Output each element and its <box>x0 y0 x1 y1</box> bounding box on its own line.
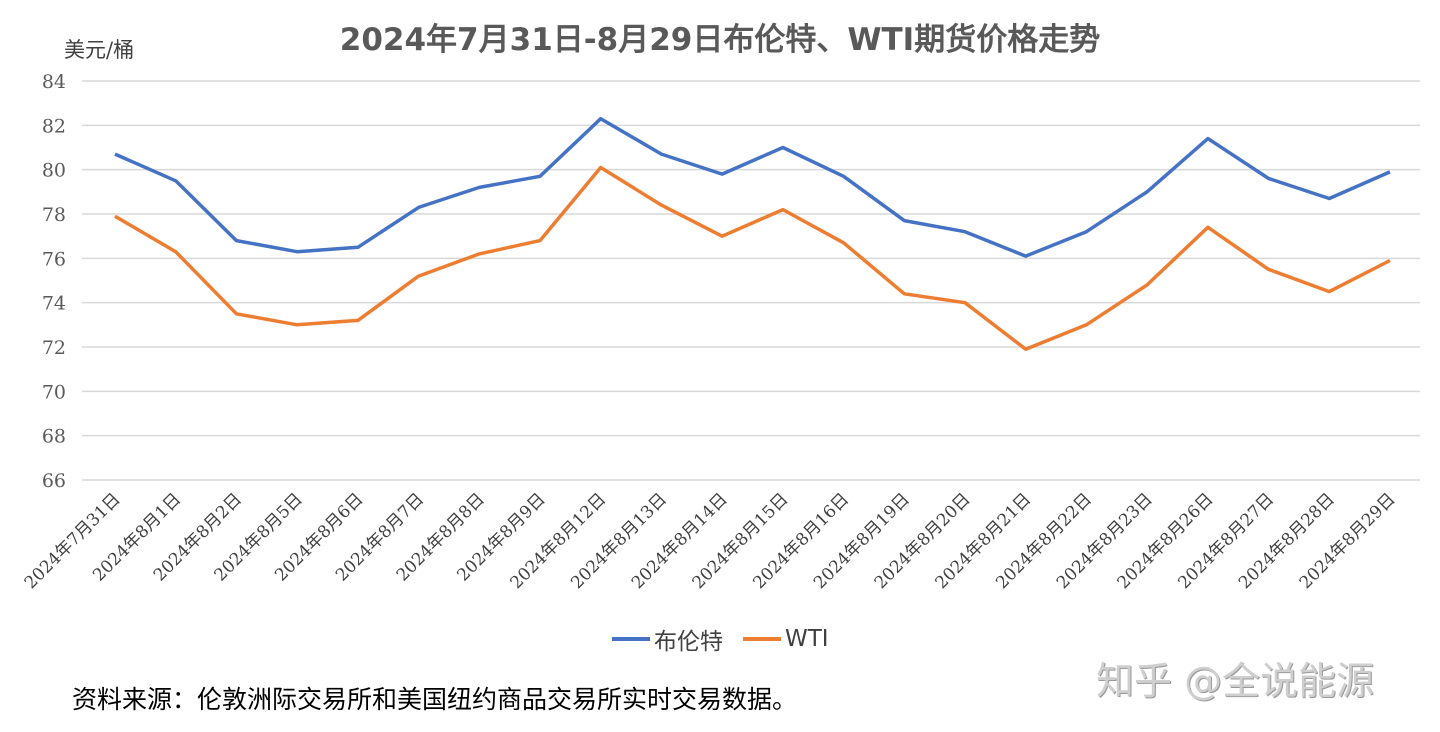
y-tick-label: 80 <box>42 160 66 182</box>
y-tick-label: 76 <box>42 248 66 270</box>
legend-item-brent: 布伦特 <box>612 622 723 656</box>
source-note: 资料来源：伦敦洲际交易所和美国纽约商品交易所实时交易数据。 <box>72 685 798 714</box>
legend-swatch-wti <box>743 637 781 641</box>
y-tick-label: 84 <box>42 71 66 93</box>
y-tick-label: 78 <box>42 204 66 226</box>
y-tick-label: 74 <box>42 293 66 315</box>
legend-swatch-brent <box>612 637 650 641</box>
legend-label-brent: 布伦特 <box>654 629 723 655</box>
y-axis-unit-label: 美元/桶 <box>64 38 135 62</box>
legend-item-wti: WTI <box>743 626 829 652</box>
chart-title: 2024年7月31日-8月29日布伦特、WTI期货价格走势 <box>339 22 1101 58</box>
series-line-brent <box>114 116 1391 258</box>
series-line-wti <box>114 165 1391 351</box>
watermark: 知乎 @全说能源 <box>1096 659 1375 703</box>
legend-label-wti: WTI <box>785 626 829 652</box>
y-tick-label: 70 <box>42 381 66 403</box>
y-tick-label: 72 <box>42 337 66 359</box>
y-tick-label: 82 <box>42 115 66 137</box>
y-tick-label: 66 <box>42 470 66 492</box>
y-tick-label: 68 <box>42 426 66 448</box>
chart-legend: 布伦特 WTI <box>612 622 849 656</box>
